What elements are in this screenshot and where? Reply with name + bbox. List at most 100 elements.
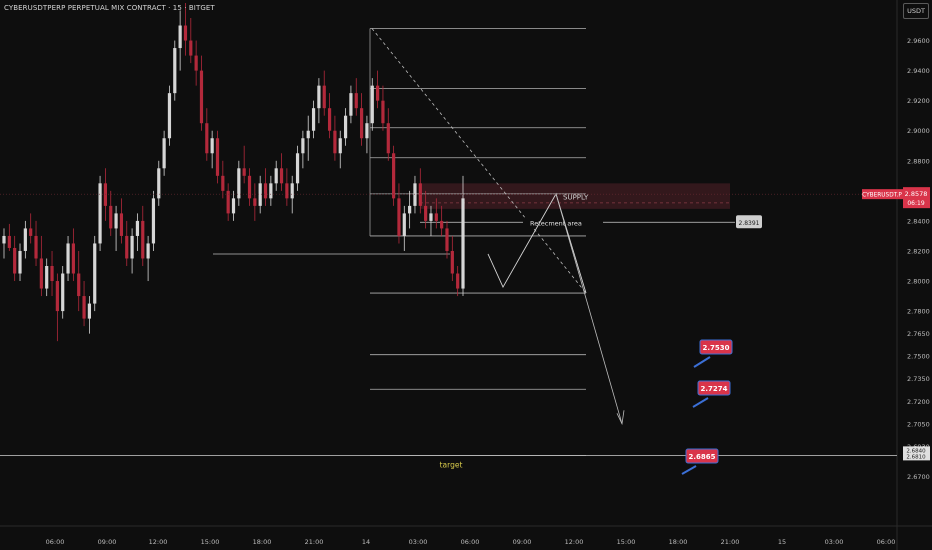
candle-body [173, 48, 177, 94]
candle [146, 235, 150, 282]
x-tick-label: 21:00 [305, 538, 324, 546]
candle-body [354, 93, 358, 109]
candle-body [167, 93, 172, 139]
candle [450, 235, 454, 282]
candle-body [408, 205, 412, 214]
candle-body [71, 243, 75, 274]
candle-body [376, 85, 380, 101]
candle-body [429, 213, 433, 221]
target-badge-label: 2.7530 [702, 344, 729, 352]
candle-body [322, 85, 326, 109]
candle [82, 281, 86, 327]
target-badge-box [685, 448, 719, 464]
candle-body [93, 243, 97, 304]
candle [109, 190, 113, 236]
candle [7, 223, 11, 251]
candle [327, 93, 332, 139]
candle-body [103, 183, 108, 206]
y-tick-label: 2.9000 [907, 127, 930, 135]
x-tick-label: 09:00 [98, 538, 117, 546]
x-tick-label: 21:00 [721, 538, 740, 546]
candle [98, 175, 102, 251]
target-badge: 2.7530 [693, 339, 733, 368]
candle [258, 175, 262, 214]
target-badge-box [699, 339, 733, 355]
candle [381, 85, 385, 131]
candle [50, 250, 54, 297]
retracement-label-bg [523, 217, 603, 228]
candle [226, 183, 230, 221]
candle [322, 70, 326, 116]
x-tick-label: 06:00 [46, 538, 65, 546]
candle [343, 108, 348, 146]
x-tick-label: 12:00 [565, 538, 584, 546]
y-tick-label: 2.7800 [907, 308, 930, 316]
candle [173, 40, 177, 101]
candle [376, 70, 380, 109]
candle-body [461, 198, 465, 289]
bottom-level-label: 2.6810 [906, 454, 926, 460]
candle [2, 228, 6, 259]
candle [456, 266, 460, 297]
y-tick-label: 2.7500 [907, 353, 930, 361]
current-price-label: 2.8578 [905, 190, 928, 198]
target-badge-pointer [693, 356, 711, 368]
x-tick-label: 18:00 [669, 538, 688, 546]
candle-body [392, 153, 396, 199]
candle-body [61, 273, 65, 312]
target-badge: 2.6865 [681, 448, 719, 475]
candle-body [210, 138, 214, 154]
candle-body [306, 130, 310, 139]
candle [55, 273, 59, 342]
candle-body [226, 190, 230, 214]
candle-body [386, 123, 390, 154]
candle [349, 85, 353, 124]
candle [114, 205, 118, 251]
candle-body [2, 235, 6, 244]
candle-body [301, 138, 305, 154]
candle [39, 235, 43, 297]
candle-body [333, 130, 337, 154]
target-badge-label: 2.7274 [700, 385, 727, 393]
candle [285, 168, 289, 206]
candle-body [381, 100, 385, 124]
candle-body [215, 138, 220, 176]
candle-body [311, 108, 316, 131]
projection-arrowhead [616, 410, 625, 426]
x-tick-label: 12:00 [149, 538, 168, 546]
candle-body [317, 85, 321, 109]
candle [125, 220, 129, 266]
candle [338, 130, 342, 169]
currency-button[interactable]: USDT [903, 3, 929, 19]
candle [141, 205, 145, 266]
x-tick-label: 06:00 [877, 538, 896, 546]
fib-diagonal [371, 28, 587, 294]
symbol-tag-box [862, 189, 903, 200]
candle-body [402, 213, 406, 236]
y-tick-label: 2.6700 [907, 473, 930, 481]
x-tick-label: 14 [362, 538, 370, 546]
candle [418, 168, 422, 214]
candle [424, 190, 428, 229]
candle-body [29, 228, 33, 236]
candle-body [237, 168, 241, 199]
candle-body [87, 303, 91, 319]
symbol-title: CYBERUSDTPERP PERPETUAL MIX CONTRACT · 1… [4, 4, 215, 12]
candle [23, 220, 27, 259]
candle [253, 183, 257, 221]
y-tick-label: 2.8800 [907, 157, 930, 165]
target-badge: 2.7274 [692, 380, 731, 408]
candle-body [253, 198, 257, 206]
candle [215, 130, 220, 184]
candle [359, 93, 364, 146]
candle [119, 198, 124, 244]
candle [151, 190, 156, 251]
candle [354, 78, 358, 116]
candle-body [440, 220, 444, 229]
candle [274, 160, 278, 191]
candle [445, 220, 449, 259]
candle [333, 115, 337, 161]
candle [167, 85, 172, 146]
